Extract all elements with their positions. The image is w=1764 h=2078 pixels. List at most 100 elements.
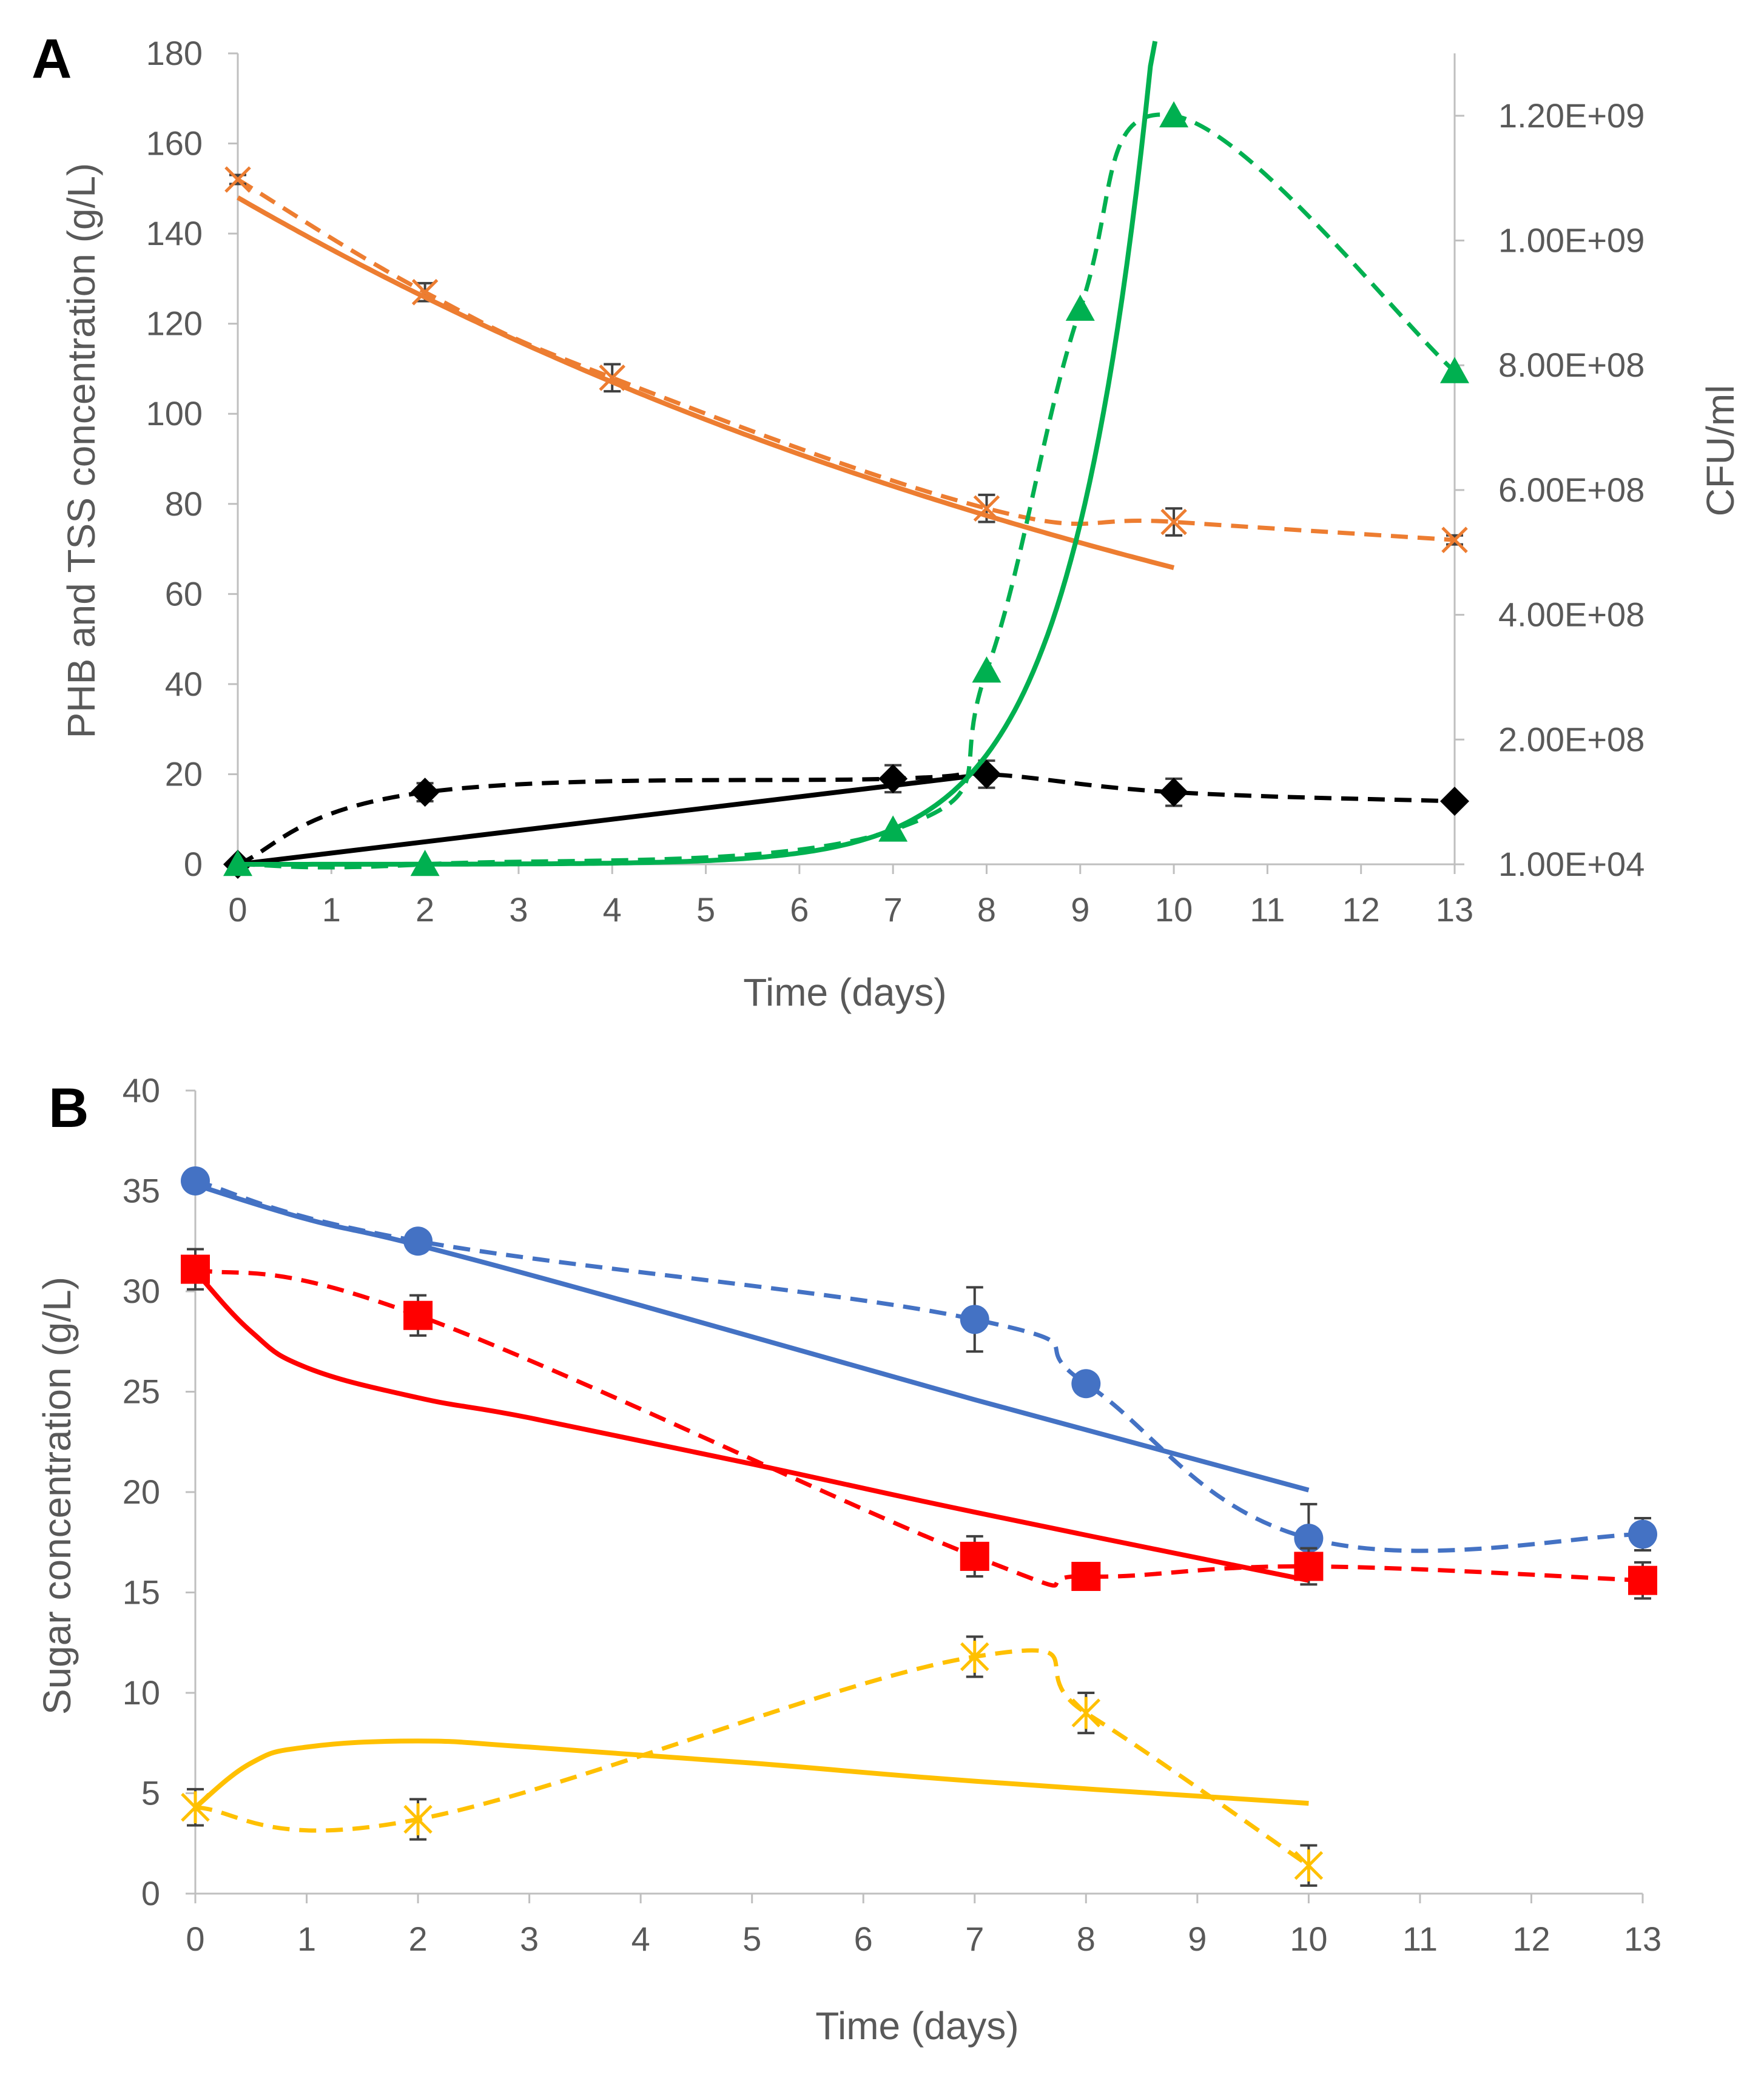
y-tick-label: 20 [165, 755, 203, 793]
data-point [403, 1300, 433, 1330]
data-point [960, 1541, 989, 1571]
data-point [1065, 294, 1095, 321]
data-point [1159, 101, 1189, 128]
data-point [1628, 1519, 1657, 1549]
series-phb [223, 759, 1469, 879]
panel-a-y-axis-title: PHB and TSS concentration (g/L) [59, 163, 103, 739]
y-tick-label: 0 [184, 845, 203, 883]
fit-line [194, 1182, 1310, 1493]
x-tick-label: 1 [322, 890, 341, 929]
x-tick-label: 12 [1512, 1920, 1550, 1958]
y-tick-label: 140 [146, 214, 203, 252]
y-tick-label: 10 [123, 1673, 160, 1712]
panel-a-series [223, 41, 1469, 879]
y2-tick-label: 2.00E+08 [1498, 720, 1644, 758]
x-tick-label: 0 [228, 890, 247, 929]
x-tick-label: 6 [854, 1920, 873, 1958]
fit-line [238, 41, 1158, 867]
y2-tick-label: 1.20E+09 [1498, 96, 1644, 135]
data-line [195, 1648, 1310, 1868]
series-tss-fit [237, 195, 1175, 570]
data-point [1441, 526, 1468, 553]
y2-tick-label: 1.00E+04 [1498, 845, 1644, 883]
x-tick-label: 1 [297, 1920, 316, 1958]
y-tick-label: 15 [123, 1573, 160, 1612]
data-line [237, 178, 1455, 542]
y-tick-label: 0 [141, 1874, 160, 1912]
data-point [410, 778, 440, 807]
data-point [1294, 1849, 1324, 1882]
y-tick-label: 100 [146, 394, 203, 432]
y-tick-label: 35 [123, 1172, 160, 1210]
data-point [960, 1305, 989, 1334]
x-tick-label: 13 [1436, 890, 1473, 929]
y-tick-label: 30 [123, 1272, 160, 1310]
fit-line [237, 195, 1175, 570]
panel-b-x-axis-title: Time (days) [815, 2004, 1018, 2048]
panel-a-x-axis-title: Time (days) [743, 970, 946, 1014]
fit-line [237, 774, 969, 867]
series-fructose [181, 1635, 1324, 1887]
fit-line [194, 1738, 1309, 1809]
data-point [1071, 1562, 1101, 1592]
y2-tick-label: 6.00E+08 [1498, 471, 1644, 509]
data-point [1440, 357, 1469, 383]
x-tick-label: 6 [790, 890, 809, 929]
data-point [1440, 787, 1469, 816]
x-tick-label: 8 [977, 890, 996, 929]
y-tick-label: 120 [146, 304, 203, 343]
y-tick-label: 5 [141, 1774, 160, 1812]
data-point [960, 1641, 989, 1673]
y2-tick-label: 8.00E+08 [1498, 346, 1644, 384]
series-glucose [181, 1248, 1657, 1600]
x-tick-label: 2 [416, 890, 434, 929]
x-tick-label: 8 [1077, 1920, 1096, 1958]
data-point [1294, 1524, 1324, 1553]
x-tick-label: 3 [520, 1920, 539, 1958]
x-tick-label: 2 [408, 1920, 427, 1958]
series-cfu-fit [238, 41, 1158, 867]
y2-tick-label: 4.00E+08 [1498, 596, 1644, 634]
panel-b-y-axis-title: Sugar concentration (g/L) [35, 1277, 79, 1715]
data-point [224, 166, 251, 193]
x-tick-label: 10 [1155, 890, 1193, 929]
x-tick-label: 9 [1188, 1920, 1207, 1958]
y-tick-label: 25 [123, 1373, 160, 1411]
series-fructose-fit [194, 1738, 1309, 1809]
data-point [1160, 508, 1187, 536]
x-tick-label: 10 [1290, 1920, 1327, 1958]
series-sucrose-fit [194, 1182, 1310, 1493]
y2-tick-label: 1.00E+09 [1498, 221, 1644, 260]
x-tick-label: 4 [631, 1920, 650, 1958]
fit-line [194, 1269, 1310, 1583]
panel-b-label: B [49, 1077, 89, 1139]
x-tick-label: 11 [1402, 1920, 1438, 1958]
x-tick-label: 5 [742, 1920, 761, 1958]
panel-a-label: A [32, 28, 72, 90]
x-tick-label: 7 [965, 1920, 984, 1958]
series-tss [224, 166, 1468, 553]
data-point [181, 1166, 210, 1195]
x-tick-label: 12 [1342, 890, 1380, 929]
x-tick-label: 9 [1071, 890, 1089, 929]
x-tick-label: 5 [696, 890, 715, 929]
series-cfu [223, 101, 1469, 876]
series-glucose-fit [194, 1269, 1310, 1583]
x-tick-label: 13 [1624, 1920, 1661, 1958]
data-point [1159, 778, 1189, 807]
data-point [1071, 1696, 1101, 1729]
data-point [972, 656, 1002, 683]
y-tick-label: 20 [123, 1473, 160, 1511]
data-point [1628, 1565, 1657, 1595]
data-line [237, 112, 1456, 870]
x-tick-label: 4 [603, 890, 622, 929]
x-tick-label: 11 [1250, 890, 1285, 929]
data-point [403, 1803, 433, 1835]
y-tick-label: 40 [123, 1071, 160, 1109]
panel-b-series [181, 1166, 1657, 1887]
x-tick-label: 3 [509, 890, 528, 929]
y-tick-label: 40 [165, 665, 203, 703]
